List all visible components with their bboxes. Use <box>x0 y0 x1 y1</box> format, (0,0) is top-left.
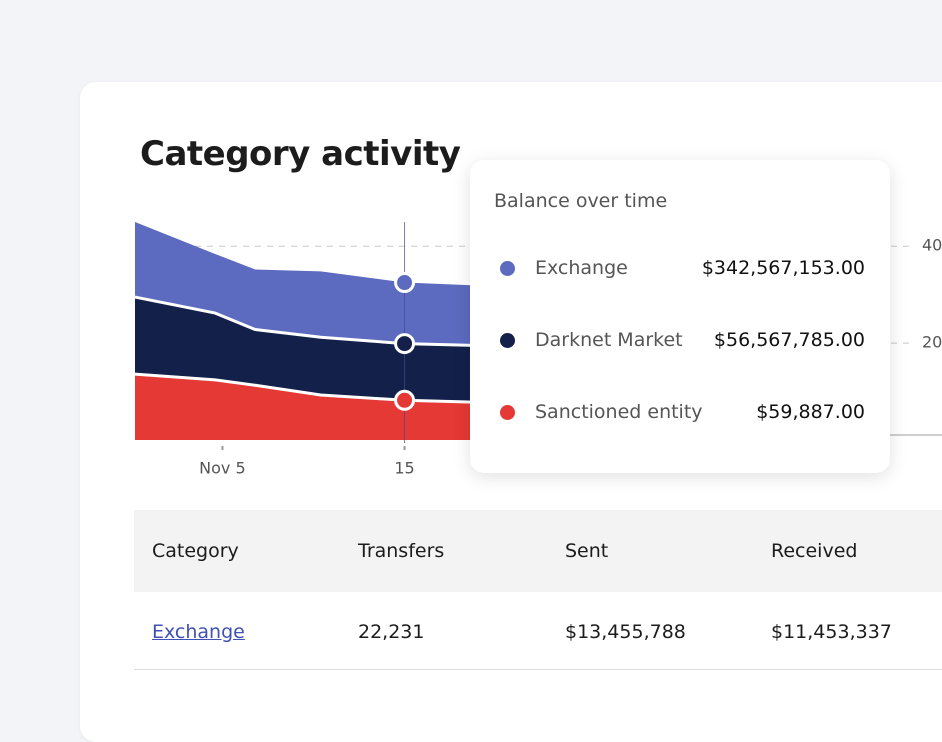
table-cell: $13,455,788 <box>565 621 686 643</box>
legend-label: Exchange <box>535 257 628 279</box>
legend-label: Darknet Market <box>535 329 683 351</box>
tooltip: Balance over time Exchange $342,567,153.0… <box>470 160 890 473</box>
tooltip-value: $342,567,153.00 <box>701 257 865 279</box>
tooltip-row: Sanctioned entity $59,887.00 <box>500 397 865 427</box>
tooltip-title: Balance over time <box>494 190 668 212</box>
y-tick-label: 20 <box>922 333 942 352</box>
legend-dot <box>500 332 515 348</box>
hover-point <box>394 272 416 294</box>
tooltip-row: Exchange $342,567,153.00 <box>500 253 865 283</box>
layer-edge <box>134 372 478 404</box>
hover-point <box>394 333 416 355</box>
table-header <box>134 510 942 592</box>
y-tick-label: 40 <box>922 236 942 255</box>
column-header: Received <box>771 540 858 562</box>
legend-dot <box>500 260 515 276</box>
tooltip-value: $59,887.00 <box>756 401 865 423</box>
column-header: Sent <box>565 540 609 562</box>
hover-point <box>394 389 416 411</box>
card-title: Category activity <box>140 134 461 174</box>
row-divider <box>134 669 942 670</box>
x-tick-label: Nov 5 <box>199 459 246 478</box>
tooltip-row: Darknet Market $56,567,785.00 <box>500 325 865 355</box>
column-header: Category <box>152 540 239 562</box>
area <box>135 297 478 403</box>
category-link[interactable]: Exchange <box>152 621 245 643</box>
tooltip-value: $56,567,785.00 <box>713 329 865 351</box>
layer-edge <box>134 295 478 348</box>
table-cell: 22,231 <box>358 621 425 643</box>
area <box>135 374 478 440</box>
legend-label: Sanctioned entity <box>535 401 703 423</box>
x-tick-label: 15 <box>394 459 414 478</box>
page: Category activity 20 40 Nov 5 15 Balance ov… <box>80 82 942 742</box>
legend-dot <box>500 404 515 420</box>
table-cell: $11,453,337 <box>771 621 892 643</box>
column-header: Transfers <box>358 540 445 562</box>
chart: 20 40 Nov 5 15 <box>134 222 942 478</box>
